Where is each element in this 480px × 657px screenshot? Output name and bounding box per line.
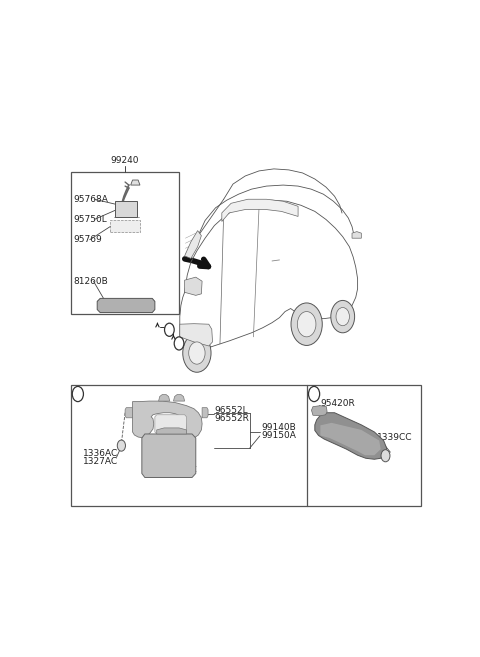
Text: 99140B: 99140B [261, 423, 296, 432]
Text: a: a [176, 339, 182, 348]
Circle shape [189, 342, 205, 364]
Circle shape [174, 337, 184, 350]
Polygon shape [180, 324, 213, 346]
Polygon shape [132, 401, 202, 438]
Circle shape [72, 386, 84, 401]
Circle shape [336, 307, 349, 326]
Circle shape [291, 303, 322, 346]
Polygon shape [321, 423, 381, 455]
Circle shape [183, 334, 211, 373]
Polygon shape [185, 277, 202, 296]
Text: 1336AC: 1336AC [84, 449, 119, 458]
Polygon shape [142, 434, 196, 478]
Polygon shape [312, 405, 327, 416]
Polygon shape [222, 199, 298, 221]
Circle shape [297, 311, 316, 337]
Text: a: a [75, 390, 81, 399]
Polygon shape [156, 428, 186, 434]
Text: 99150A: 99150A [261, 432, 296, 440]
Text: 95750L: 95750L [73, 215, 107, 224]
Polygon shape [155, 415, 186, 434]
Bar [71, 385, 421, 507]
Polygon shape [97, 298, 155, 313]
Text: b: b [311, 390, 317, 399]
Polygon shape [125, 407, 132, 418]
Polygon shape [202, 407, 208, 418]
Polygon shape [158, 394, 170, 401]
Bar [71, 172, 179, 314]
Polygon shape [173, 394, 185, 401]
Text: 1327AC: 1327AC [84, 457, 119, 466]
Text: 95769: 95769 [73, 235, 102, 244]
Polygon shape [131, 180, 140, 185]
Circle shape [331, 300, 355, 333]
Circle shape [117, 440, 125, 451]
Text: 81260B: 81260B [73, 277, 108, 286]
Text: 96552L: 96552L [215, 406, 248, 415]
Text: 95420R: 95420R [321, 399, 355, 408]
Circle shape [381, 449, 390, 462]
Text: 1339CC: 1339CC [377, 432, 412, 442]
Polygon shape [315, 413, 386, 459]
Polygon shape [352, 232, 361, 238]
Polygon shape [185, 231, 202, 258]
Text: 99240: 99240 [111, 156, 139, 165]
Text: 95768A: 95768A [73, 194, 108, 204]
Circle shape [309, 386, 320, 401]
Text: b: b [167, 325, 172, 334]
Bar [115, 201, 137, 217]
Text: 96552R: 96552R [215, 414, 249, 423]
Circle shape [165, 323, 174, 336]
Bar [110, 221, 140, 232]
